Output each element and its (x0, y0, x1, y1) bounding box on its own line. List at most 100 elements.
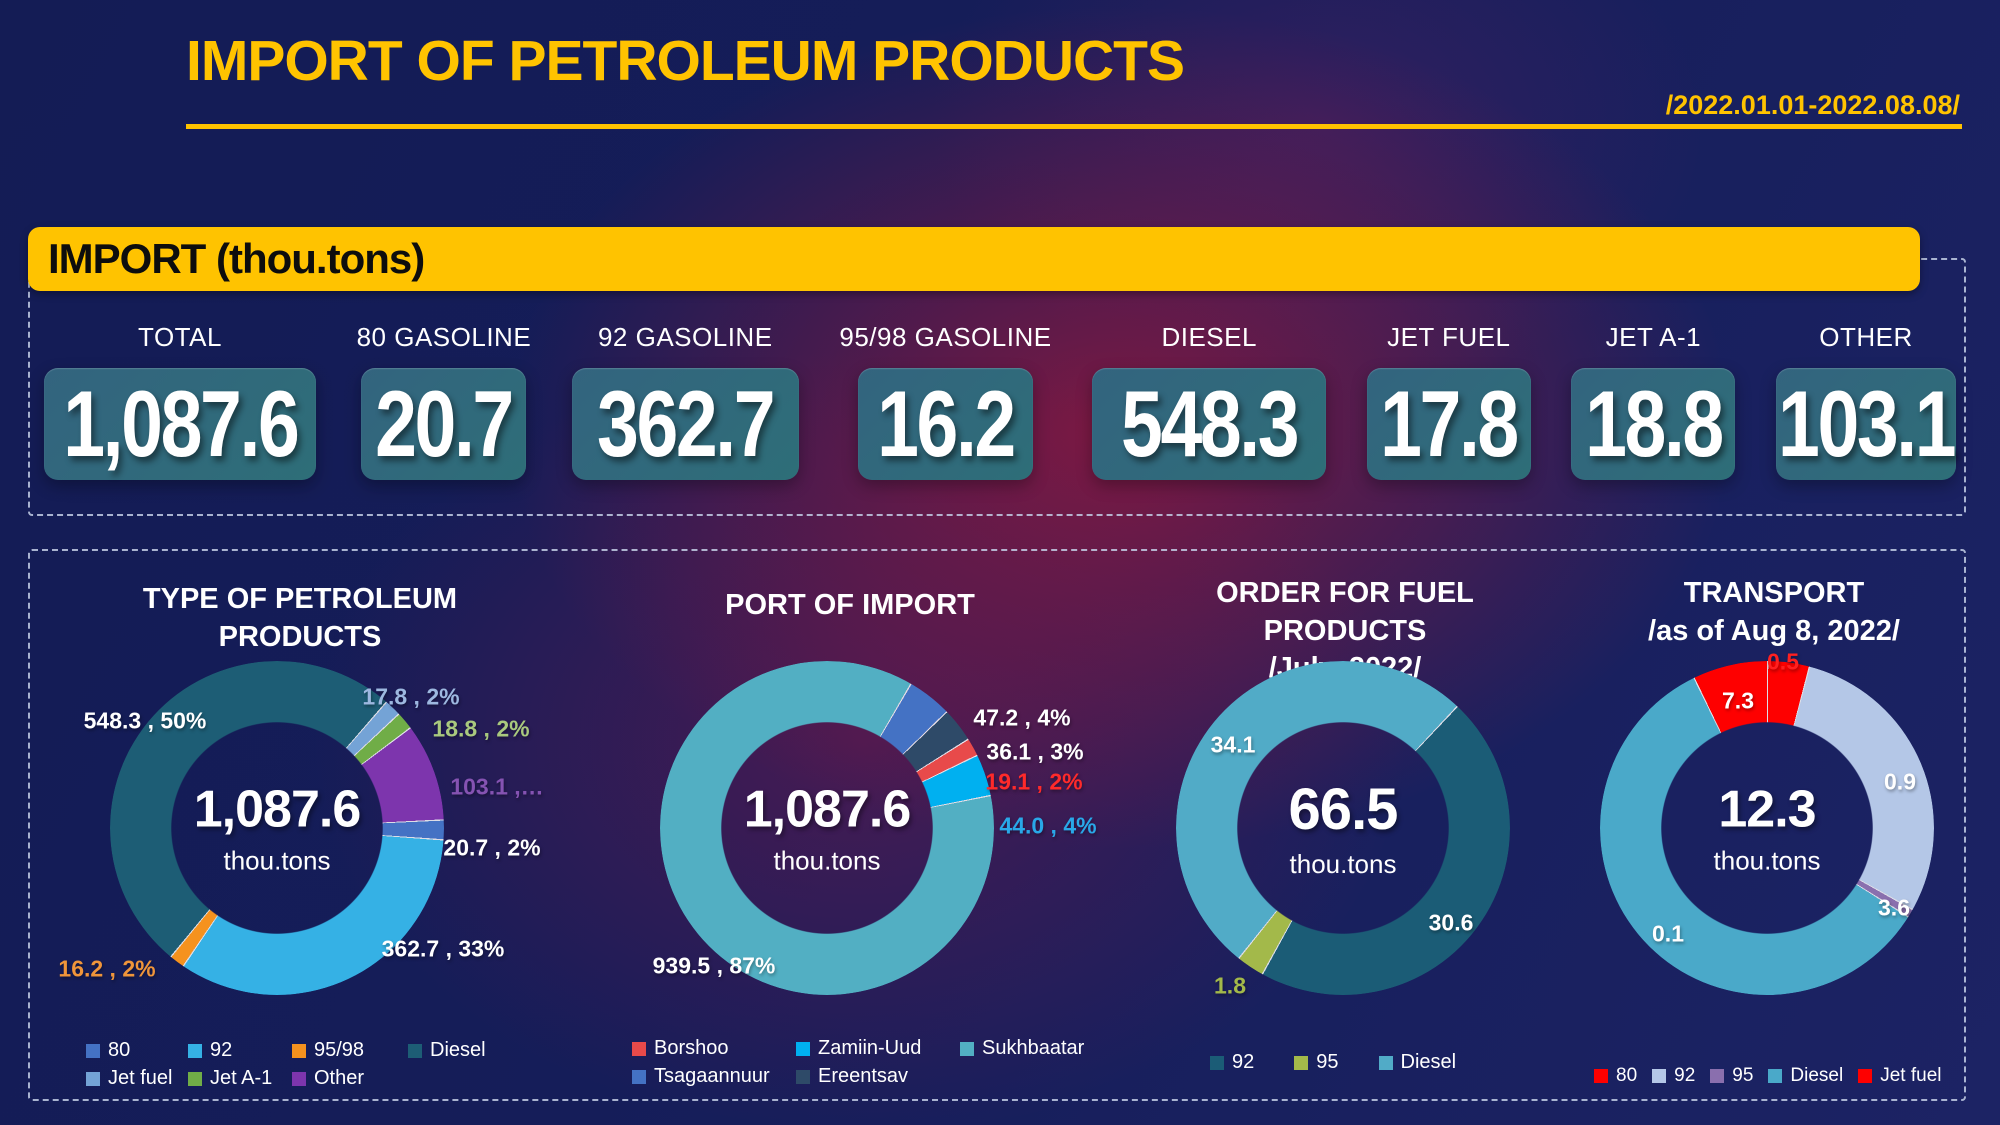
stat-jet-fuel: JET FUEL 17.8 (1366, 322, 1531, 480)
stat-80-gasoline: 80 GASOLINE 20.7 (357, 322, 532, 480)
legend-swatch (86, 1071, 100, 1086)
legend-swatch (1210, 1055, 1224, 1070)
legend-swatch (292, 1043, 306, 1058)
slice-label: 939.5 , 87% (652, 952, 776, 979)
legend-item-diesel: Diesel (1378, 1051, 1456, 1074)
legend-swatch (86, 1043, 100, 1058)
stat-92-gasoline: 92 GASOLINE 362.7 (571, 322, 799, 480)
donut-type-of-products (110, 661, 444, 995)
legend-swatch (1594, 1069, 1608, 1083)
slice-label: 548.3 , 50% (83, 707, 207, 734)
donut-center: 12.3 thou.tons (1713, 780, 1821, 876)
donut-port-of-import (660, 661, 994, 995)
stat-total: TOTAL 1,087.6 (44, 322, 316, 480)
stat-card: 1,087.6 (44, 368, 316, 480)
chart-transport: TRANSPORT /as of Aug 8, 2022/ 12.3 thou.… (1580, 551, 1968, 1099)
stat-card: 17.8 (1366, 368, 1531, 480)
legend-swatch (188, 1043, 202, 1058)
legend-swatch (632, 1041, 646, 1056)
legend-swatch (1294, 1055, 1309, 1070)
slice-label: 30.6 (1428, 909, 1474, 936)
slice-label: 1.8 (1214, 972, 1246, 999)
legend-swatch (796, 1069, 810, 1084)
legend-item-92: 92 (1210, 1051, 1254, 1074)
legend: Borshoo Zamiin-Uud Sukhbaatar Tsagaannuu… (632, 1037, 1132, 1088)
slice-label: 3.6 (1878, 894, 1910, 921)
legend-swatch (632, 1069, 646, 1084)
slice-label: 7.3 (1722, 687, 1754, 714)
stats-row: TOTAL 1,087.6 80 GASOLINE 20.7 92 GASOLI… (44, 322, 1956, 480)
stat-diesel: DIESEL 548.3 (1092, 322, 1327, 480)
donut-center: 66.5 thou.tons (1288, 777, 1399, 879)
legend-item-80: 80 (86, 1039, 188, 1062)
slice-label: 19.1 , 2% (985, 768, 1083, 795)
date-range: /2022.01.01-2022.08.08/ (1665, 90, 1960, 120)
stat-jet-a1: JET A-1 18.8 (1571, 322, 1736, 480)
legend-swatch (1858, 1069, 1873, 1083)
legend-swatch (796, 1041, 810, 1056)
slice-label: 0.5 (1767, 648, 1799, 675)
legend-item-zamiin-uud: Zamiin-Uud (796, 1037, 960, 1060)
import-banner-label: IMPORT (thou.tons) (48, 235, 425, 282)
import-banner: IMPORT (thou.tons) (28, 227, 1920, 291)
legend-swatch (1710, 1069, 1725, 1083)
legend-swatch (960, 1041, 974, 1056)
title-underline (186, 124, 1962, 129)
slice-label: 0.9 (1884, 768, 1916, 795)
chart-order-for-fuel-products: ORDER FOR FUEL PRODUCTS /July, 2022/ 66.… (1110, 551, 1580, 1099)
slice-label: 18.8 , 2% (432, 715, 530, 742)
slice-label: 0.1 (1652, 920, 1684, 947)
legend: 92 95 Diesel (1210, 1051, 1456, 1074)
slice-label: 34.1 (1210, 731, 1256, 758)
legend-item-ereentsav: Ereentsav (796, 1065, 960, 1088)
legend: 80 92 95 Diesel Jet fuel (1594, 1065, 1942, 1087)
legend-item-diesel: Diesel (1768, 1065, 1843, 1087)
slice-label: 16.2 , 2% (58, 955, 156, 982)
legend-item-95: 95 (1294, 1051, 1339, 1074)
donut-order-for-fuel (1176, 661, 1510, 995)
legend-item-jet-a1: Jet A-1 (188, 1067, 292, 1090)
legend-swatch (292, 1071, 306, 1086)
legend-item-jet-fuel: Jet fuel (1858, 1065, 1942, 1087)
legend-item-92: 92 (188, 1039, 292, 1062)
slice-label: 47.2 , 4% (973, 704, 1071, 731)
slice-label: 44.0 , 4% (999, 812, 1097, 839)
legend-swatch (408, 1043, 422, 1058)
legend-swatch (1652, 1069, 1667, 1083)
legend-item-jet-fuel: Jet fuel (86, 1067, 188, 1090)
stat-card: 16.2 (857, 368, 1033, 480)
donut-center: 1,087.6 thou.tons (193, 780, 361, 876)
stat-other: OTHER 103.1 (1775, 322, 1956, 480)
legend-item-9598: 95/98 (292, 1039, 408, 1062)
legend-item-95: 95 (1710, 1065, 1753, 1087)
chart-title: PORT OF IMPORT (725, 589, 975, 621)
donut-transport (1600, 661, 1934, 995)
legend-swatch (188, 1071, 202, 1086)
legend-item-92: 92 (1652, 1065, 1695, 1087)
legend-item-sukhbaatar: Sukhbaatar (960, 1037, 1132, 1060)
legend-item-tsagaannuur: Tsagaannuur (632, 1065, 796, 1088)
stat-card: 18.8 (1571, 368, 1736, 480)
slice-label: 103.1 ,… (450, 773, 544, 800)
legend-item-borshoo: Borshoo (632, 1037, 796, 1060)
chart-title: TYPE OF PETROLEUM PRODUCTS (142, 583, 458, 653)
slice-label: 17.8 , 2% (362, 683, 460, 710)
page-title: IMPORT OF PETROLEUM PRODUCTS (186, 29, 1185, 93)
stat-card: 362.7 (571, 368, 799, 480)
chart-port-of-import: PORT OF IMPORT 1,087.6 thou.tons 47.2 , … (590, 551, 1110, 1099)
stat-9598-gasoline: 95/98 GASOLINE 16.2 (839, 322, 1051, 480)
legend: 80 92 95/98 Diesel Jet fuel Jet A-1 Othe… (86, 1039, 518, 1090)
charts-box: TYPE OF PETROLEUM PRODUCTS 1,087.6 thou.… (28, 549, 1966, 1101)
legend-item-80: 80 (1594, 1065, 1637, 1087)
chart-title: TRANSPORT /as of Aug 8, 2022/ (1648, 577, 1900, 647)
legend-swatch (1768, 1069, 1783, 1083)
donut-center: 1,087.6 thou.tons (743, 780, 911, 876)
slice-label: 36.1 , 3% (986, 738, 1084, 765)
slice-label: 20.7 , 2% (443, 834, 541, 861)
stat-card: 103.1 (1775, 368, 1956, 480)
chart-type-of-petroleum-products: TYPE OF PETROLEUM PRODUCTS 1,087.6 thou.… (30, 551, 590, 1099)
stat-card: 548.3 (1092, 368, 1327, 480)
legend-item-other: Other (292, 1067, 408, 1090)
legend-item-diesel: Diesel (408, 1039, 518, 1062)
